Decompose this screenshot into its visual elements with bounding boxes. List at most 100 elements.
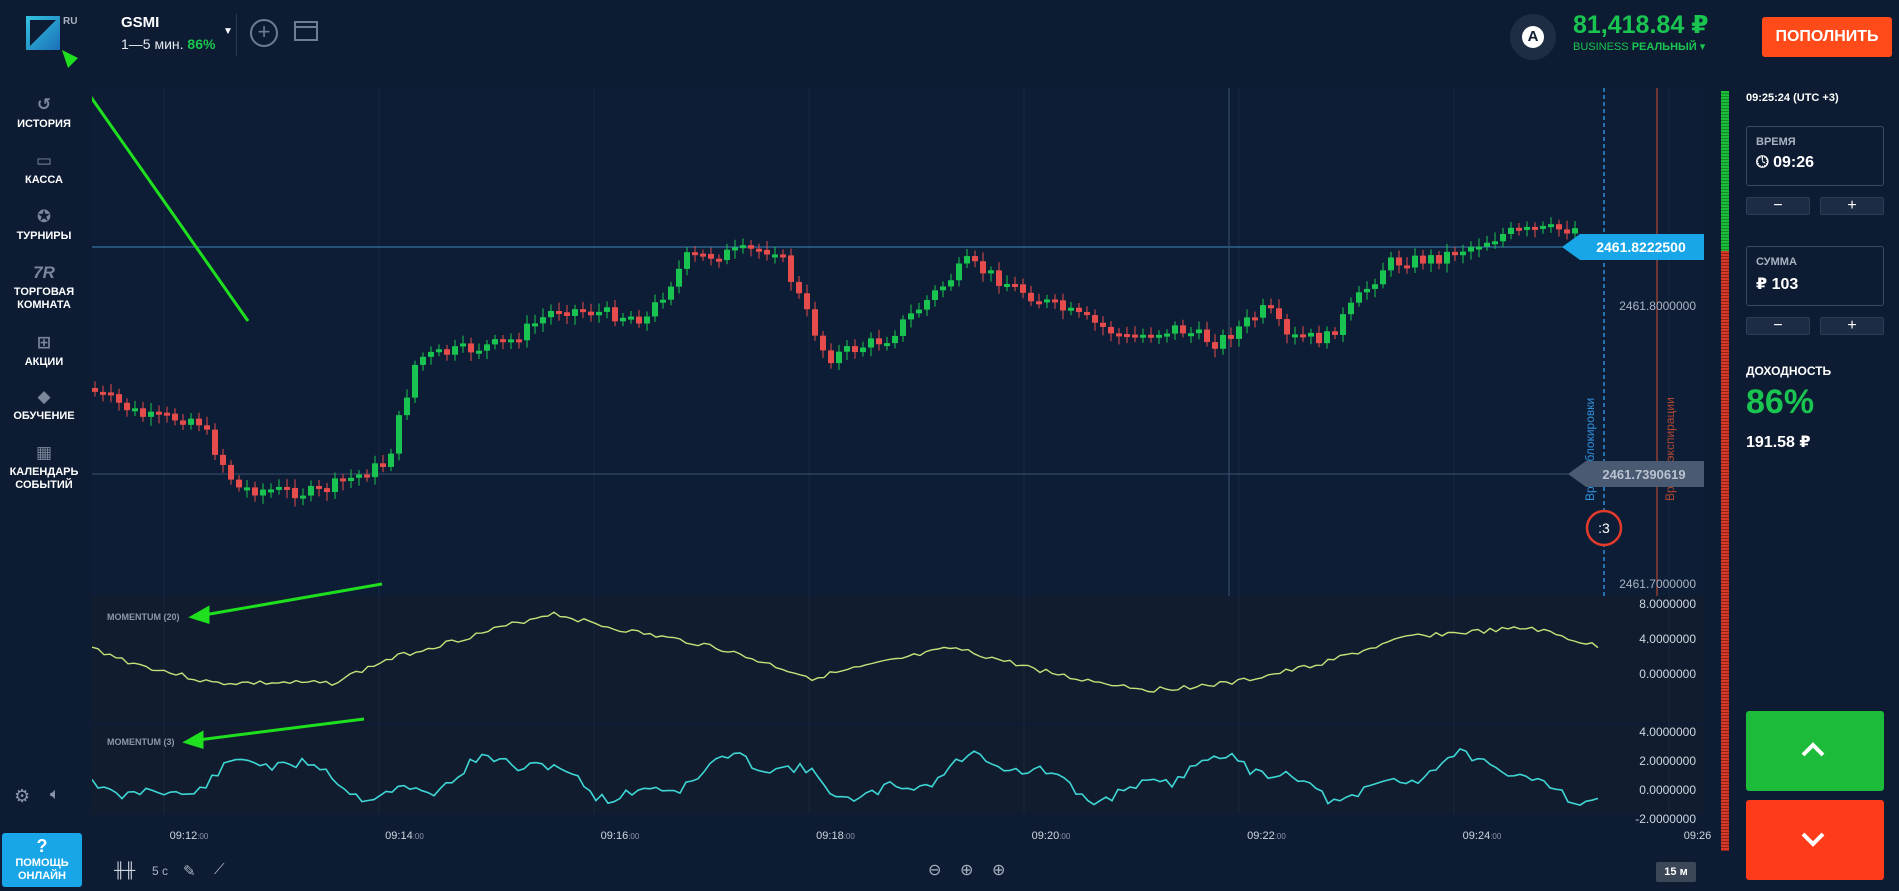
candle-body [1140, 334, 1146, 338]
put-down-button[interactable] [1746, 800, 1884, 880]
chart-layout-icon[interactable] [294, 21, 318, 41]
candle-body [884, 343, 890, 347]
candle-body [1132, 334, 1138, 338]
candle-body [724, 249, 730, 261]
annotation-arrowhead [188, 605, 210, 625]
ruler-icon[interactable]: ✎ [183, 863, 196, 880]
drawing-tools-icon[interactable]: ⟋ [214, 861, 225, 878]
account-type[interactable]: BUSINESS РЕАЛЬНЫЙ ▾ [1573, 40, 1705, 53]
candle-body [1316, 332, 1322, 344]
time-tick-suffix: :00 [844, 832, 856, 841]
amount-input[interactable]: СУММА ₽ 103 [1746, 246, 1884, 306]
candle-body [580, 309, 586, 313]
amount-plus-button[interactable]: + [1820, 317, 1884, 335]
gift-icon: ⊞ [36, 333, 52, 352]
sidebar-item-cashier[interactable]: ▭ КАССА [0, 152, 88, 187]
add-asset-button[interactable]: + [250, 19, 278, 47]
candle-body [1428, 255, 1434, 264]
zoom-level-button[interactable]: 15 м [1656, 862, 1696, 882]
indicator2-tick: 2.0000000 [1639, 754, 1696, 768]
indicator-separator [92, 722, 1704, 725]
annotation-arrow [92, 96, 250, 322]
candle-body [404, 397, 410, 416]
candle-body [228, 464, 234, 480]
sidebar-item-promotions[interactable]: ⊞ АКЦИИ [0, 334, 88, 369]
sidebar-item-label: КАЛЕНДАРЬ СОБЫТИЙ [9, 466, 79, 491]
wallet-icon: ▭ [35, 151, 53, 170]
tr-icon: 7R [33, 263, 55, 282]
candle-body [1292, 334, 1298, 338]
candle-body [1556, 224, 1562, 230]
candle-body [492, 339, 498, 345]
sidebar-item-education[interactable]: ◆ ОБУЧЕНИЕ [0, 388, 88, 423]
candle-body [460, 343, 466, 347]
interval-selector[interactable]: 5 с [152, 864, 169, 878]
sidebar-item-history[interactable]: ↺ ИСТОРИЯ [0, 96, 88, 131]
candle-body [100, 391, 106, 395]
candle-body [1444, 251, 1450, 264]
candle-body [820, 335, 826, 351]
momentum-20-line [92, 611, 1599, 693]
amount-minus-button[interactable]: − [1746, 317, 1810, 335]
candle-type-icon[interactable]: ╫╫ [114, 862, 136, 879]
asset-dropdown-icon[interactable]: ▼ [223, 26, 233, 37]
candle-body [1364, 288, 1370, 293]
candle-body [292, 487, 298, 499]
zoom-in-icon[interactable]: ⊕ [992, 862, 1006, 879]
history-icon: ↺ [36, 95, 52, 114]
sidebar-item-trading-room[interactable]: 7R ТОРГОВАЯ КОМНАТА [0, 264, 88, 312]
account-balance[interactable]: 81,418.84 ₽ [1573, 11, 1709, 39]
sidebar-item-label: ОБУЧЕНИЕ [13, 410, 75, 422]
zoom-out-icon[interactable]: ⊖ [928, 862, 942, 879]
time-tick: 09:22:00 [1247, 830, 1286, 842]
candle-body [244, 487, 250, 491]
current-price-value: 2461.8222500 [1596, 239, 1686, 255]
sidebar-item-tournaments[interactable]: ✪ ТУРНИРЫ [0, 208, 88, 243]
candle-body [308, 485, 314, 496]
call-up-button[interactable] [1746, 711, 1884, 791]
candle-body [1164, 333, 1170, 337]
candle-body [1516, 227, 1522, 231]
asset-subtitle[interactable]: 1—5 мин. 86% [121, 36, 215, 52]
sidebar-item-calendar[interactable]: ▦ КАЛЕНДАРЬ СОБЫТИЙ [0, 444, 88, 492]
candle-body [1220, 335, 1226, 349]
candle-body [1500, 233, 1506, 242]
countdown-value: :3 [1598, 520, 1610, 536]
candle-body [1260, 305, 1266, 318]
candle-body [1356, 292, 1362, 303]
sidebar-item-label: ТОРГОВАЯ КОМНАТА [13, 286, 75, 311]
candle-body [972, 256, 978, 262]
candle-body [1060, 300, 1066, 311]
candle-body [900, 319, 906, 336]
logo[interactable] [26, 16, 60, 50]
trend-strip-up [1721, 91, 1729, 251]
help-online-button[interactable]: ? ПОМОЩЬ ОНЛАЙН [2, 833, 82, 887]
candle-body [812, 309, 818, 336]
time-plus-button[interactable]: + [1820, 197, 1884, 215]
price-chart[interactable]: Время блокировки Время экспирации :3 246… [92, 88, 1722, 850]
candle-body [788, 255, 794, 282]
candle-body [340, 478, 346, 482]
candle-body [1404, 265, 1410, 269]
candle-body [956, 263, 962, 281]
candle-body [524, 323, 530, 341]
candle-body [748, 245, 754, 249]
time-axis: 09:12:00 09:14:00 09:16:00 09:18:00 09:20:00… [170, 830, 1712, 842]
current-price-tag [1562, 234, 1704, 260]
candle-body [1300, 334, 1306, 338]
candle-body [1268, 305, 1274, 309]
candle-body [220, 454, 226, 465]
fit-screen-icon[interactable]: ⊕ [960, 862, 974, 879]
time-tick: 09:24:00 [1463, 830, 1502, 842]
settings-gear-icon[interactable]: ⚙ [14, 786, 31, 806]
deposit-button[interactable]: ПОПОЛНИТЬ [1762, 17, 1892, 57]
time-minus-button[interactable]: − [1746, 197, 1810, 215]
language-badge[interactable]: RU [63, 16, 78, 27]
candle-body [508, 339, 514, 343]
asset-period: 1—5 мин. [121, 36, 184, 52]
time-selector[interactable]: ВРЕМЯ 🕓︎ 09:26 [1746, 126, 1884, 186]
candle-body [1484, 242, 1490, 247]
asset-name[interactable]: GSMI [121, 14, 160, 31]
candle-body [420, 356, 426, 365]
sound-icon[interactable]: 🔈︎ [50, 786, 60, 803]
